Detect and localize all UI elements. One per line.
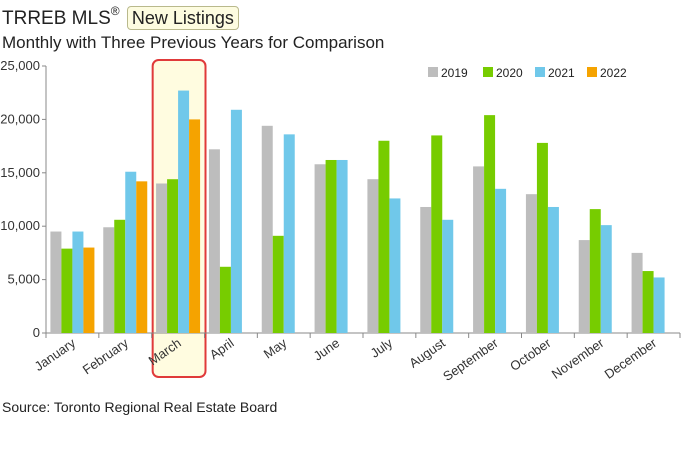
legend-label-2020: 2020 [496,66,523,80]
bar-2020-march [167,179,179,333]
x-tick-label: June [311,335,343,363]
x-tick-label: December [602,335,660,382]
bar-2019-march [156,183,168,333]
bar-2020-january [61,248,73,333]
x-tick-label: May [261,335,290,362]
legend-swatch-2020 [483,67,493,77]
bar-2021-august [442,219,454,333]
bar-2022-february [136,181,148,333]
y-tick-label: 0 [33,325,40,340]
chart-subtitle: Monthly with Three Previous Years for Co… [2,33,385,52]
registered-mark: ® [110,4,120,18]
x-tick-label: July [368,335,396,361]
bar-2021-november [600,225,612,333]
bar-2021-july [389,198,401,333]
bar-2020-september [484,115,496,334]
legend-label-2019: 2019 [441,66,468,80]
bar-2019-september [473,166,485,333]
new-listings-badge: New Listings [126,6,239,30]
bar-2019-november [578,240,590,333]
legend-label-2022: 2022 [600,66,627,80]
bar-2021-september [495,188,507,333]
bar-2020-april [219,266,231,333]
bar-2020-june [325,159,337,333]
bar-2021-january [72,231,84,333]
chart-title: TRREB MLS® New Listings [2,4,239,30]
legend-swatch-2019 [428,67,438,77]
bar-2021-april [230,109,242,334]
bar-2021-may [283,134,295,333]
bar-2019-january [50,231,62,333]
bar-2019-february [103,227,115,333]
x-tick-label: April [207,335,237,362]
source-note: Source: Toronto Regional Real Estate Boa… [2,399,278,415]
bar-2020-november [589,209,601,333]
y-tick-label: 25,000 [0,58,40,73]
bar-2021-march [178,90,190,334]
y-tick-label: 15,000 [0,165,40,180]
bar-2022-march [189,119,201,334]
bar-2019-august [420,206,432,333]
bar-2019-may [261,125,273,333]
bar-2020-august [431,135,443,333]
bar-2019-december [631,252,643,333]
bar-2022-january [83,247,95,333]
x-tick-label: October [507,335,554,374]
title-text: TRREB MLS [2,8,111,29]
y-tick-label: 20,000 [0,111,40,126]
bar-2020-december [642,271,654,333]
bar-2021-february [125,171,137,333]
y-tick-label: 5,000 [7,272,40,287]
bar-2019-april [208,149,220,333]
bar-2021-december [653,277,665,333]
x-tick-label: November [549,335,607,382]
x-tick-label: September [440,335,501,384]
bar-2021-october [547,206,559,333]
x-tick-label: February [80,335,132,377]
legend-swatch-2022 [587,67,597,77]
bar-2021-june [336,159,348,333]
legend-swatch-2021 [535,67,545,77]
bar-2020-october [536,142,548,333]
bar-2020-july [378,140,390,333]
legend-label-2021: 2021 [548,66,575,80]
bar-2019-july [367,179,379,333]
bar-2019-october [525,194,537,333]
x-tick-label: August [406,335,448,371]
y-tick-label: 10,000 [0,218,40,233]
bar-2020-may [272,235,284,333]
bar-2019-june [314,164,326,333]
x-tick-label: January [32,335,79,374]
bar-2020-february [114,219,126,333]
